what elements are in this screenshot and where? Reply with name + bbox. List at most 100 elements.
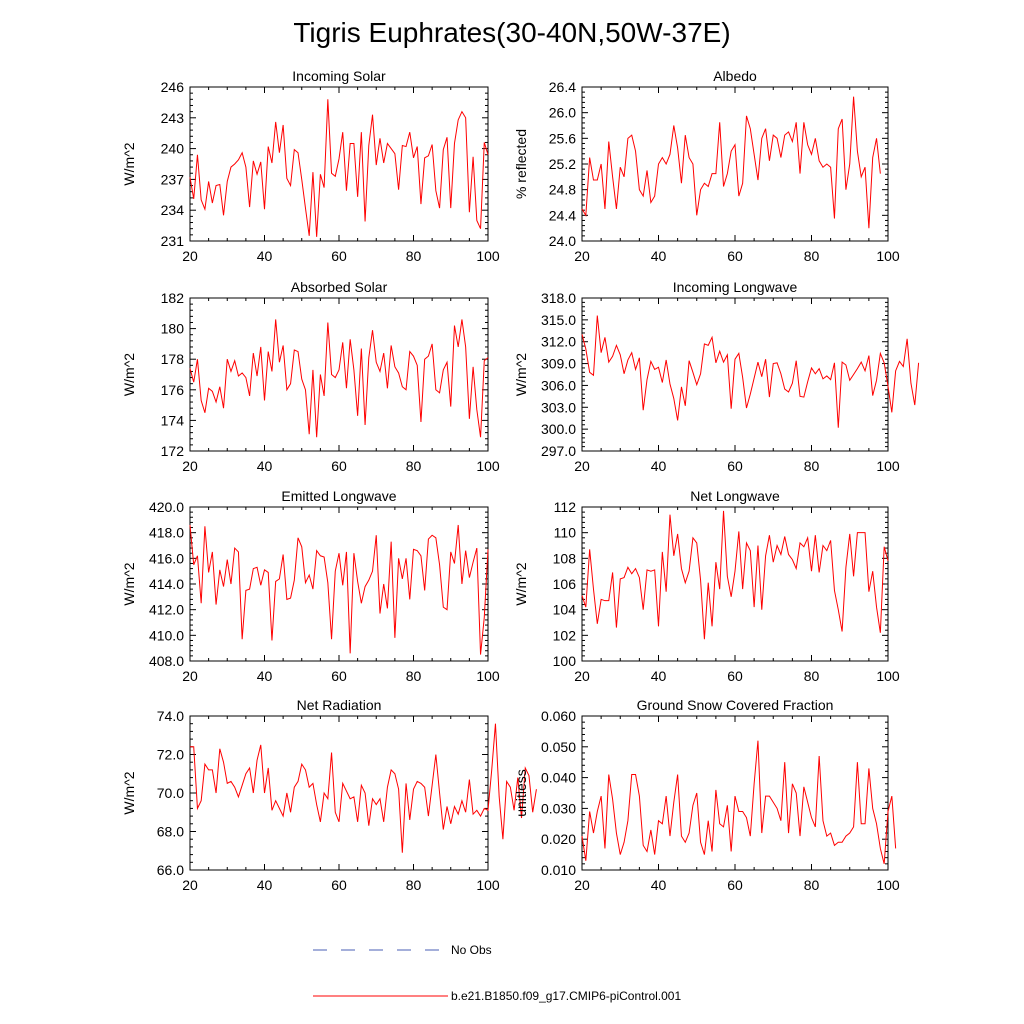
y-tick-label: 412.0 xyxy=(149,602,184,618)
panel-title: Emitted Longwave xyxy=(281,488,396,504)
series-line xyxy=(581,315,920,428)
y-tick-label: 306.0 xyxy=(541,377,576,393)
y-tick-label: 0.060 xyxy=(541,708,576,724)
y-tick-label: 300.0 xyxy=(541,421,576,437)
y-tick-label: 26.4 xyxy=(549,79,576,95)
y-tick-label: 0.040 xyxy=(541,770,576,786)
y-tick-label: 110 xyxy=(554,525,577,541)
y-tick-label: 108 xyxy=(553,550,577,566)
y-axis-label: W/m^2 xyxy=(513,353,529,396)
panel-2: Absorbed Solar W/m^2 20 40 60 80 100 172 174 176 1… xyxy=(121,279,500,474)
legend: No Obs b.e21.B1850.f09_g17.CMIP6-piContr… xyxy=(313,943,681,1003)
y-axis-label: W/m^2 xyxy=(121,353,137,396)
x-tick-label: 80 xyxy=(804,248,820,264)
x-tick-label: 20 xyxy=(574,668,590,684)
series-line xyxy=(581,96,881,229)
x-tick-label: 60 xyxy=(727,248,743,264)
x-tick-label: 100 xyxy=(476,668,500,684)
y-tick-label: 0.030 xyxy=(541,800,576,816)
x-tick-label: 60 xyxy=(727,877,743,893)
x-tick-label: 80 xyxy=(406,458,422,474)
y-axis-label: W/m^2 xyxy=(513,562,529,605)
y-tick-label: 315.0 xyxy=(541,312,576,328)
y-tick-label: 414.0 xyxy=(149,576,184,592)
y-tick-label: 303.0 xyxy=(541,399,576,415)
y-tick-label: 234 xyxy=(161,202,185,218)
x-tick-label: 40 xyxy=(651,248,667,264)
y-tick-label: 172 xyxy=(161,443,185,459)
legend-label-model: b.e21.B1850.f09_g17.CMIP6-piControl.001 xyxy=(451,989,681,1003)
y-tick-label: 100 xyxy=(553,653,577,669)
panel-title: Net Longwave xyxy=(690,488,780,504)
y-tick-label: 240 xyxy=(161,141,185,157)
x-tick-label: 80 xyxy=(406,668,422,684)
y-tick-label: 231 xyxy=(161,233,185,249)
x-tick-label: 60 xyxy=(331,668,347,684)
y-tick-label: 318.0 xyxy=(541,290,576,306)
y-tick-label: 176 xyxy=(161,382,185,398)
x-tick-label: 60 xyxy=(727,458,743,474)
x-tick-label: 100 xyxy=(476,877,500,893)
y-tick-label: 420.0 xyxy=(149,499,184,515)
series-line xyxy=(189,99,489,237)
y-tick-label: 312.0 xyxy=(541,334,576,350)
series-line xyxy=(189,319,489,438)
y-tick-label: 410.0 xyxy=(149,627,184,643)
y-tick-label: 26.0 xyxy=(549,105,576,121)
x-tick-label: 20 xyxy=(182,248,198,264)
y-tick-label: 178 xyxy=(161,351,185,367)
legend-label-no-obs: No Obs xyxy=(451,943,492,957)
plot-frame xyxy=(581,506,889,662)
x-tick-label: 20 xyxy=(574,458,590,474)
x-tick-label: 100 xyxy=(876,668,900,684)
x-tick-label: 60 xyxy=(727,668,743,684)
x-tick-label: 100 xyxy=(876,458,900,474)
x-tick-label: 20 xyxy=(574,877,590,893)
y-tick-label: 418.0 xyxy=(149,525,184,541)
y-tick-label: 180 xyxy=(161,321,185,337)
panel-title: Albedo xyxy=(713,68,757,84)
plot-frame xyxy=(189,297,489,452)
y-tick-label: 24.8 xyxy=(549,182,576,198)
plot-frame xyxy=(581,715,889,871)
y-tick-label: 102 xyxy=(553,627,577,643)
panel-title: Incoming Solar xyxy=(292,68,386,84)
panel-6: Net Radiation W/m^2 20 40 60 80 100 66.0 68.0 70.… xyxy=(121,697,537,893)
x-tick-label: 40 xyxy=(257,458,273,474)
y-tick-label: 309.0 xyxy=(541,356,576,372)
y-tick-label: 243 xyxy=(161,110,185,126)
y-tick-label: 25.2 xyxy=(549,156,576,172)
series-line xyxy=(190,723,537,853)
y-axis-label: unitless xyxy=(513,769,529,816)
x-tick-label: 40 xyxy=(651,668,667,684)
x-tick-label: 40 xyxy=(651,458,667,474)
x-tick-label: 80 xyxy=(406,877,422,893)
series-line xyxy=(581,510,889,640)
y-tick-label: 106 xyxy=(553,576,577,592)
x-tick-label: 80 xyxy=(804,458,820,474)
series-line xyxy=(581,740,897,864)
series-line xyxy=(189,524,489,655)
figure-title: Tigris Euphrates(30-40N,50W-37E) xyxy=(293,17,730,48)
panels: Incoming Solar W/m^2 20 40 60 80 100 231 234 237 2… xyxy=(121,68,920,893)
x-tick-label: 80 xyxy=(406,248,422,264)
x-tick-label: 100 xyxy=(876,248,900,264)
y-tick-label: 74.0 xyxy=(157,708,184,724)
y-axis-label: W/m^2 xyxy=(121,771,137,814)
x-tick-label: 20 xyxy=(574,248,590,264)
x-tick-label: 40 xyxy=(257,248,273,264)
y-tick-label: 0.020 xyxy=(541,831,576,847)
x-tick-label: 20 xyxy=(182,458,198,474)
panel-title: Net Radiation xyxy=(297,697,382,713)
x-tick-label: 80 xyxy=(804,877,820,893)
panel-7: Ground Snow Covered Fraction unitless 20 40… xyxy=(513,697,900,893)
y-tick-label: 24.4 xyxy=(549,207,576,223)
panel-0: Incoming Solar W/m^2 20 40 60 80 100 231 234 237 2… xyxy=(121,68,500,264)
x-tick-label: 40 xyxy=(651,877,667,893)
plot-frame xyxy=(189,715,489,871)
x-tick-label: 20 xyxy=(182,668,198,684)
plot-frame xyxy=(189,506,489,662)
plot-frame xyxy=(581,297,889,452)
y-tick-label: 68.0 xyxy=(157,824,184,840)
y-axis-label: % reflected xyxy=(513,129,529,199)
